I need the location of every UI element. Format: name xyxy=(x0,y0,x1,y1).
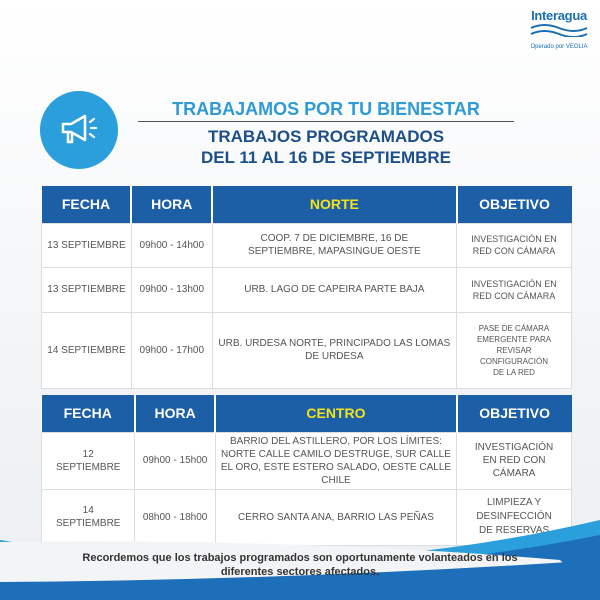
col-objetivo: OBJETIVO xyxy=(456,395,572,432)
subtitle-line-2: DEL 11 AL 16 DE SEPTIEMBRE xyxy=(200,148,452,167)
table-header: FECHA HORA CENTRO OBJETIVO xyxy=(41,395,572,432)
cell-sector: URB. URDESA NORTE, PRINCIPADO LAS LOMAS … xyxy=(211,311,458,389)
cell-objetivo: PASE DE CÁMARA EMERGENTE PARA REVISAR CO… xyxy=(456,311,572,389)
cell-objetivo: INVESTIGACIÓN EN RED CON CÁMARA xyxy=(456,266,572,313)
col-fecha: FECHA xyxy=(41,186,133,223)
cell-fecha: 14 SEPTIEMBRE xyxy=(40,488,136,546)
cell-hora: 09h00 - 14h00 xyxy=(130,222,213,268)
cell-objetivo: INVESTIGACIÓN EN RED CON CÁMARA xyxy=(456,431,572,490)
centro-table: FECHA HORA CENTRO OBJETIVO 12 SEPTIEMBRE… xyxy=(40,395,572,546)
cell-sector: CERRO SANTA ANA, BARRIO LAS PEÑAS xyxy=(214,488,458,546)
page-subtitle: TRABAJOS PROGRAMADOS DEL 11 AL 16 DE SEP… xyxy=(138,126,514,168)
cell-sector: BARRIO DEL ASTILLERO, POR LOS LÍMITES: N… xyxy=(214,431,458,490)
megaphone-icon xyxy=(61,114,98,144)
col-objetivo: OBJETIVO xyxy=(456,186,572,223)
col-zone: CENTRO xyxy=(215,395,458,432)
logo-sub: Operado por VEOLIA xyxy=(530,44,588,50)
cell-hora: 09h00 - 13h00 xyxy=(130,266,213,313)
norte-table: FECHA HORA NORTE OBJETIVO 13 SEPTIEMBRE … xyxy=(41,186,572,389)
table-row: 13 SEPTIEMBRE 09h00 - 14h00 COOP. 7 DE D… xyxy=(41,222,572,268)
logo-name: Interagua xyxy=(531,8,587,23)
title-divider xyxy=(138,121,514,122)
subtitle-line-1: TRABAJOS PROGRAMADOS xyxy=(207,127,445,146)
megaphone-badge xyxy=(40,91,118,169)
cell-hora: 08h00 - 18h00 xyxy=(134,488,216,546)
col-hora: HORA xyxy=(131,186,214,223)
cell-fecha: 12 SEPTIEMBRE xyxy=(40,431,136,490)
interagua-logo: Interagua Operado por VEOLIA xyxy=(526,8,592,50)
cell-fecha: 14 SEPTIEMBRE xyxy=(41,311,132,389)
cell-objetivo: INVESTIGACIÓN EN RED CON CÁMARA xyxy=(456,222,572,268)
cell-hora: 09h00 - 17h00 xyxy=(130,311,213,389)
cell-sector: URB. LAGO DE CAPEIRA PARTE BAJA xyxy=(211,266,458,313)
table-header: FECHA HORA NORTE OBJETIVO xyxy=(41,186,572,223)
cell-hora: 09h00 - 15h00 xyxy=(134,431,216,490)
table-row: 14 SEPTIEMBRE 08h00 - 18h00 CERRO SANTA … xyxy=(40,488,572,546)
cell-fecha: 13 SEPTIEMBRE xyxy=(41,266,132,313)
table-row: 14 SEPTIEMBRE 09h00 - 17h00 URB. URDESA … xyxy=(41,311,572,389)
footer-note: Recordemos que los trabajos programados … xyxy=(82,552,518,578)
page-title: TRABAJAMOS POR TU BIENESTAR xyxy=(172,99,480,119)
cell-objetivo: LIMPIEZA Y DESINFECCIÓN DE RESERVAS xyxy=(456,488,572,546)
background-wave xyxy=(0,520,600,600)
cell-fecha: 13 SEPTIEMBRE xyxy=(41,222,132,268)
table-row: 12 SEPTIEMBRE 09h00 - 15h00 BARRIO DEL A… xyxy=(40,431,572,490)
col-fecha: FECHA xyxy=(41,395,136,432)
col-zone: NORTE xyxy=(212,186,458,223)
cell-sector: COOP. 7 DE DICIEMBRE, 16 DE SEPTIEMBRE, … xyxy=(211,222,458,268)
wave-logo-icon xyxy=(530,24,588,38)
table-row: 13 SEPTIEMBRE 09h00 - 13h00 URB. LAGO DE… xyxy=(41,266,572,313)
col-hora: HORA xyxy=(134,395,217,432)
